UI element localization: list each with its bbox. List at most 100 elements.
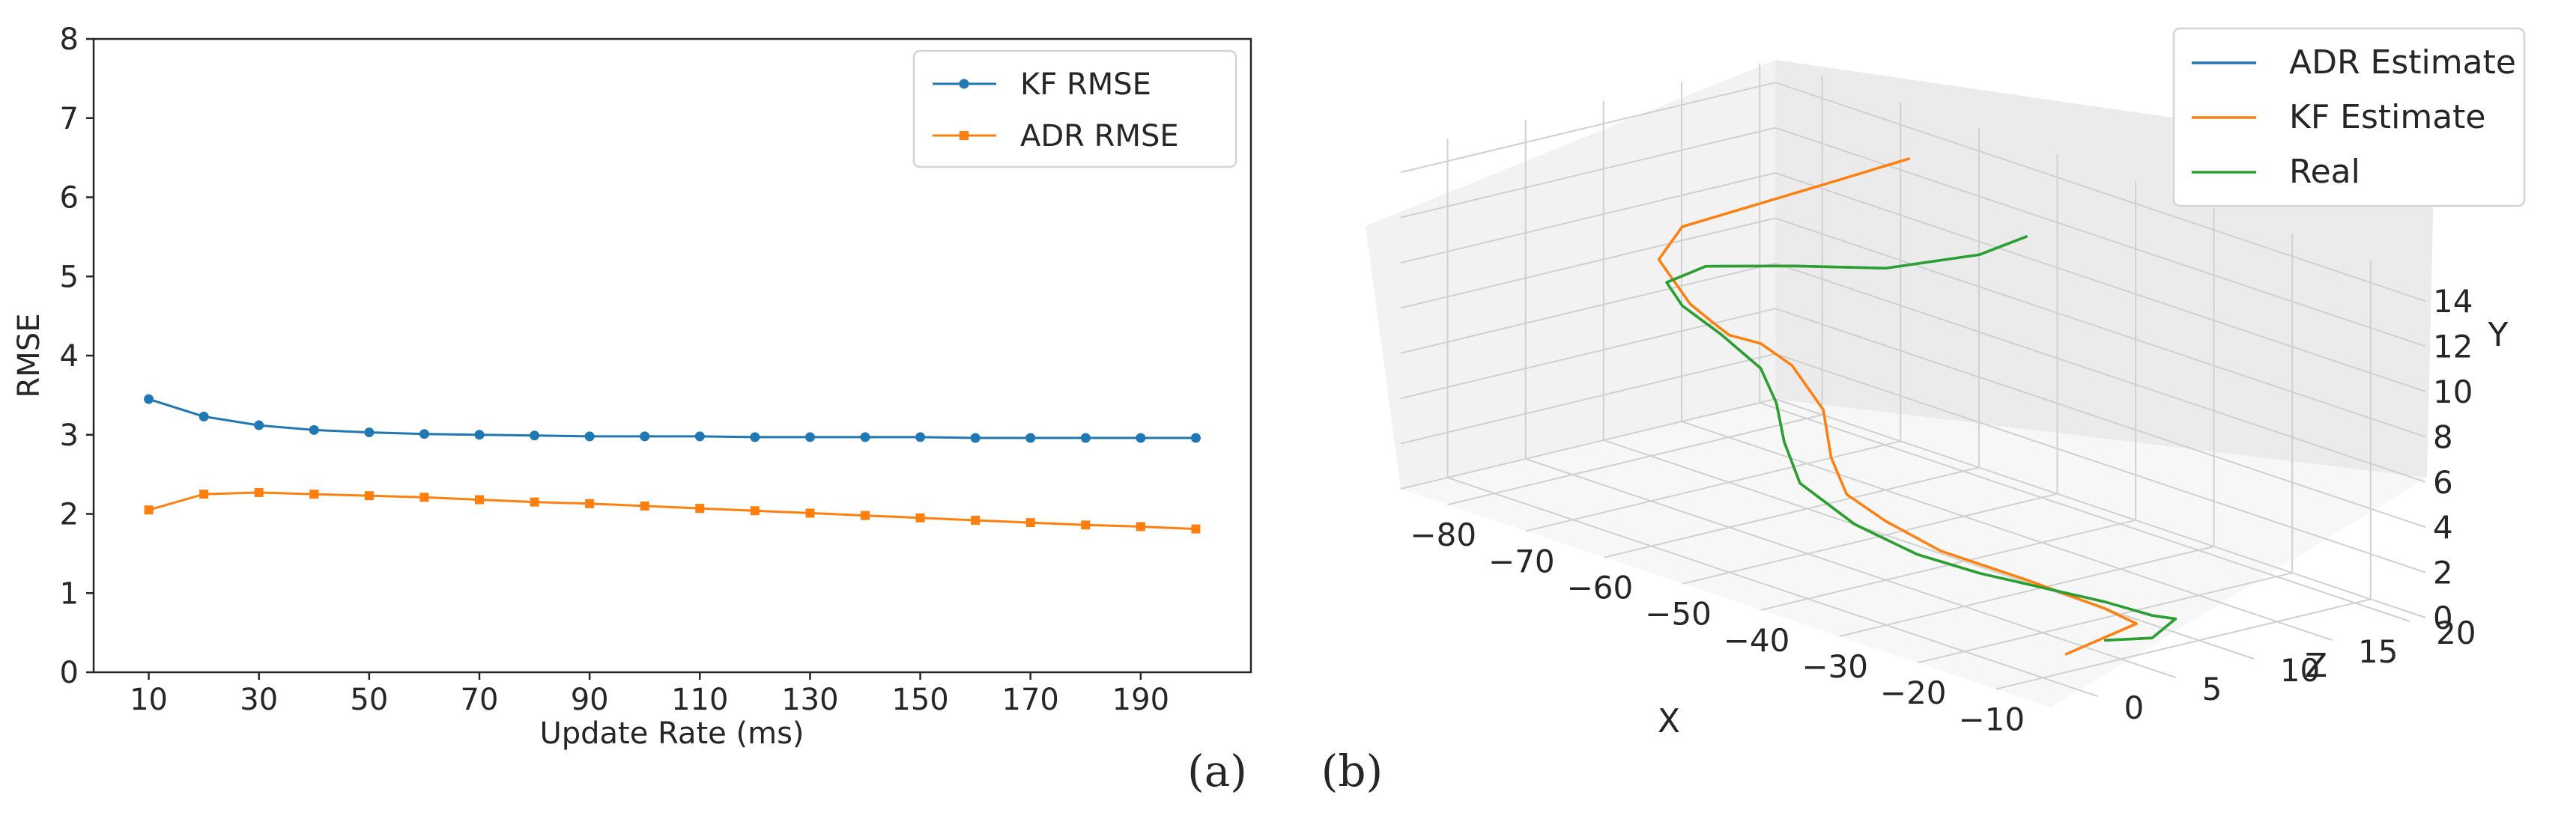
grid-line-y [1400, 217, 1776, 309]
data-point-adr-rmse [750, 506, 760, 516]
legend-b: ADR Estimate KF Estimate Real [2172, 27, 2526, 207]
data-point-kf-rmse [364, 427, 375, 438]
grid-line-y [1775, 82, 2426, 302]
x-tick-label: 170 [1002, 683, 1059, 717]
series-line-adr-rmse [148, 491, 1196, 531]
x-tick-label: 90 [571, 683, 609, 717]
grid-line-x [1604, 466, 1980, 558]
y-tick-label: 2 [60, 498, 79, 532]
x-tick-label: 130 [781, 683, 838, 717]
grid-line-z [1759, 402, 2410, 622]
legend-box-b [2172, 27, 2526, 207]
grid-line-y [1775, 127, 2426, 347]
x-axis-label-b: X [1658, 702, 1680, 740]
x-tick-label: 190 [1112, 683, 1169, 717]
y-tick-label-3d: 6 [2433, 464, 2453, 501]
grid-line-y [1400, 398, 1776, 490]
data-point-kf-rmse [584, 431, 595, 442]
x-axis-ticks-a: 10 30 50 70 90 110 130 150 170 190 [130, 672, 1169, 717]
data-point-kf-rmse [804, 432, 815, 442]
y-tick-label: 6 [60, 181, 79, 216]
grid-line-y [1400, 353, 1776, 445]
grid-3d [1400, 64, 2426, 697]
series-group-a [144, 394, 1201, 534]
legend-label-kf-estimate: KF Estimate [2289, 98, 2486, 136]
y-tick-label-3d: 0 [2433, 600, 2453, 636]
trajectory-lines [1657, 157, 2178, 656]
data-point-adr-rmse [1025, 518, 1035, 528]
trajectory-real [1665, 235, 2178, 642]
x-tick-label: 70 [461, 683, 499, 717]
data-point-kf-rmse [198, 411, 209, 421]
data-point-adr-rmse [805, 508, 815, 518]
panel-label-a: (a) [1187, 746, 1247, 797]
legend-box-a [912, 49, 1237, 168]
grid-line-y [1400, 172, 1776, 264]
data-point-adr-rmse [419, 493, 429, 502]
legend-label-real: Real [2289, 153, 2360, 191]
data-point-kf-rmse [640, 431, 650, 442]
z-tick-label-3d: 5 [2202, 671, 2222, 707]
y-tick-label: 5 [60, 260, 79, 294]
data-point-kf-rmse [474, 430, 485, 440]
x-tick-label: 30 [240, 683, 278, 717]
data-point-adr-rmse [475, 495, 484, 505]
series-line-kf-rmse [148, 398, 1196, 439]
y-axis-label-a: RMSE [12, 314, 46, 398]
data-point-kf-rmse [1080, 433, 1091, 443]
grid-line-x [1682, 493, 2058, 585]
legend-label-kf-rmse: KF RMSE [1020, 67, 1151, 102]
x-tick-label-3d: −60 [1567, 569, 1634, 606]
x-tick-label: 150 [891, 683, 948, 717]
data-point-adr-rmse [364, 491, 374, 501]
axis-ticks-3d: −80−70−60−50−40−30−20−10 0510152002468101… [1410, 283, 2476, 737]
y-tick-label: 3 [60, 418, 79, 453]
grid-line-y [1775, 398, 2426, 618]
grid-line-y [1400, 82, 1776, 174]
legend-label-adr-rmse: ADR RMSE [1020, 119, 1179, 153]
x-tick-label-3d: −70 [1488, 543, 1555, 579]
x-tick-label: 110 [671, 683, 728, 717]
data-point-kf-rmse [1136, 433, 1146, 443]
y-tick-label-3d: 8 [2433, 418, 2453, 455]
data-point-adr-rmse [1081, 520, 1091, 530]
z-tick-label-3d: 20 [2436, 615, 2476, 651]
x-tick-label-3d: −50 [1645, 596, 1712, 633]
legend-marker-kf-rmse [959, 79, 969, 89]
trajectory-3d-chart: −80−70−60−50−40−30−20−10 0510152002468101… [1321, 27, 2526, 797]
x-tick-label-3d: −10 [1958, 701, 2025, 737]
y-tick-label-3d: 2 [2433, 555, 2453, 591]
grid-line-y [1775, 262, 2426, 483]
grid-line-x [1995, 598, 2372, 690]
z-tick-label-3d: 0 [2124, 689, 2145, 726]
data-point-kf-rmse [915, 432, 926, 442]
legend-a: KF RMSE ADR RMSE [912, 49, 1237, 168]
grid-line-y [1775, 353, 2426, 573]
data-point-adr-rmse [144, 505, 154, 515]
legend-label-adr-estimate: ADR Estimate [2289, 43, 2516, 82]
data-point-kf-rmse [860, 432, 870, 442]
grid-line-x [1839, 546, 2214, 637]
grid-line-y [1775, 217, 2426, 438]
grid-line-x [1447, 414, 1822, 506]
grid-line-x [1526, 440, 1901, 532]
data-point-kf-rmse [254, 420, 264, 430]
data-point-kf-rmse [530, 430, 540, 441]
panel-label-b: (b) [1321, 746, 1383, 797]
data-point-adr-rmse [199, 490, 209, 499]
x-tick-label-3d: −30 [1801, 648, 1868, 685]
trajectory-kf-estimate [1657, 157, 2138, 656]
data-point-adr-rmse [1136, 522, 1145, 532]
y-tick-label: 7 [60, 102, 79, 136]
y-axis-ticks-a: 0 1 2 3 4 5 6 7 8 [60, 22, 94, 690]
data-point-adr-rmse [309, 490, 319, 499]
y-tick-label: 0 [60, 656, 79, 690]
y-tick-label: 1 [60, 576, 79, 611]
grid-line-z [1603, 439, 2255, 660]
y-axis-label-b: Y [2488, 316, 2509, 354]
grid-line-x [1917, 572, 2293, 664]
data-point-kf-rmse [970, 433, 981, 443]
grid-line-y [1400, 127, 1776, 219]
data-point-kf-rmse [1190, 433, 1201, 443]
y-tick-label-3d: 4 [2433, 509, 2453, 546]
